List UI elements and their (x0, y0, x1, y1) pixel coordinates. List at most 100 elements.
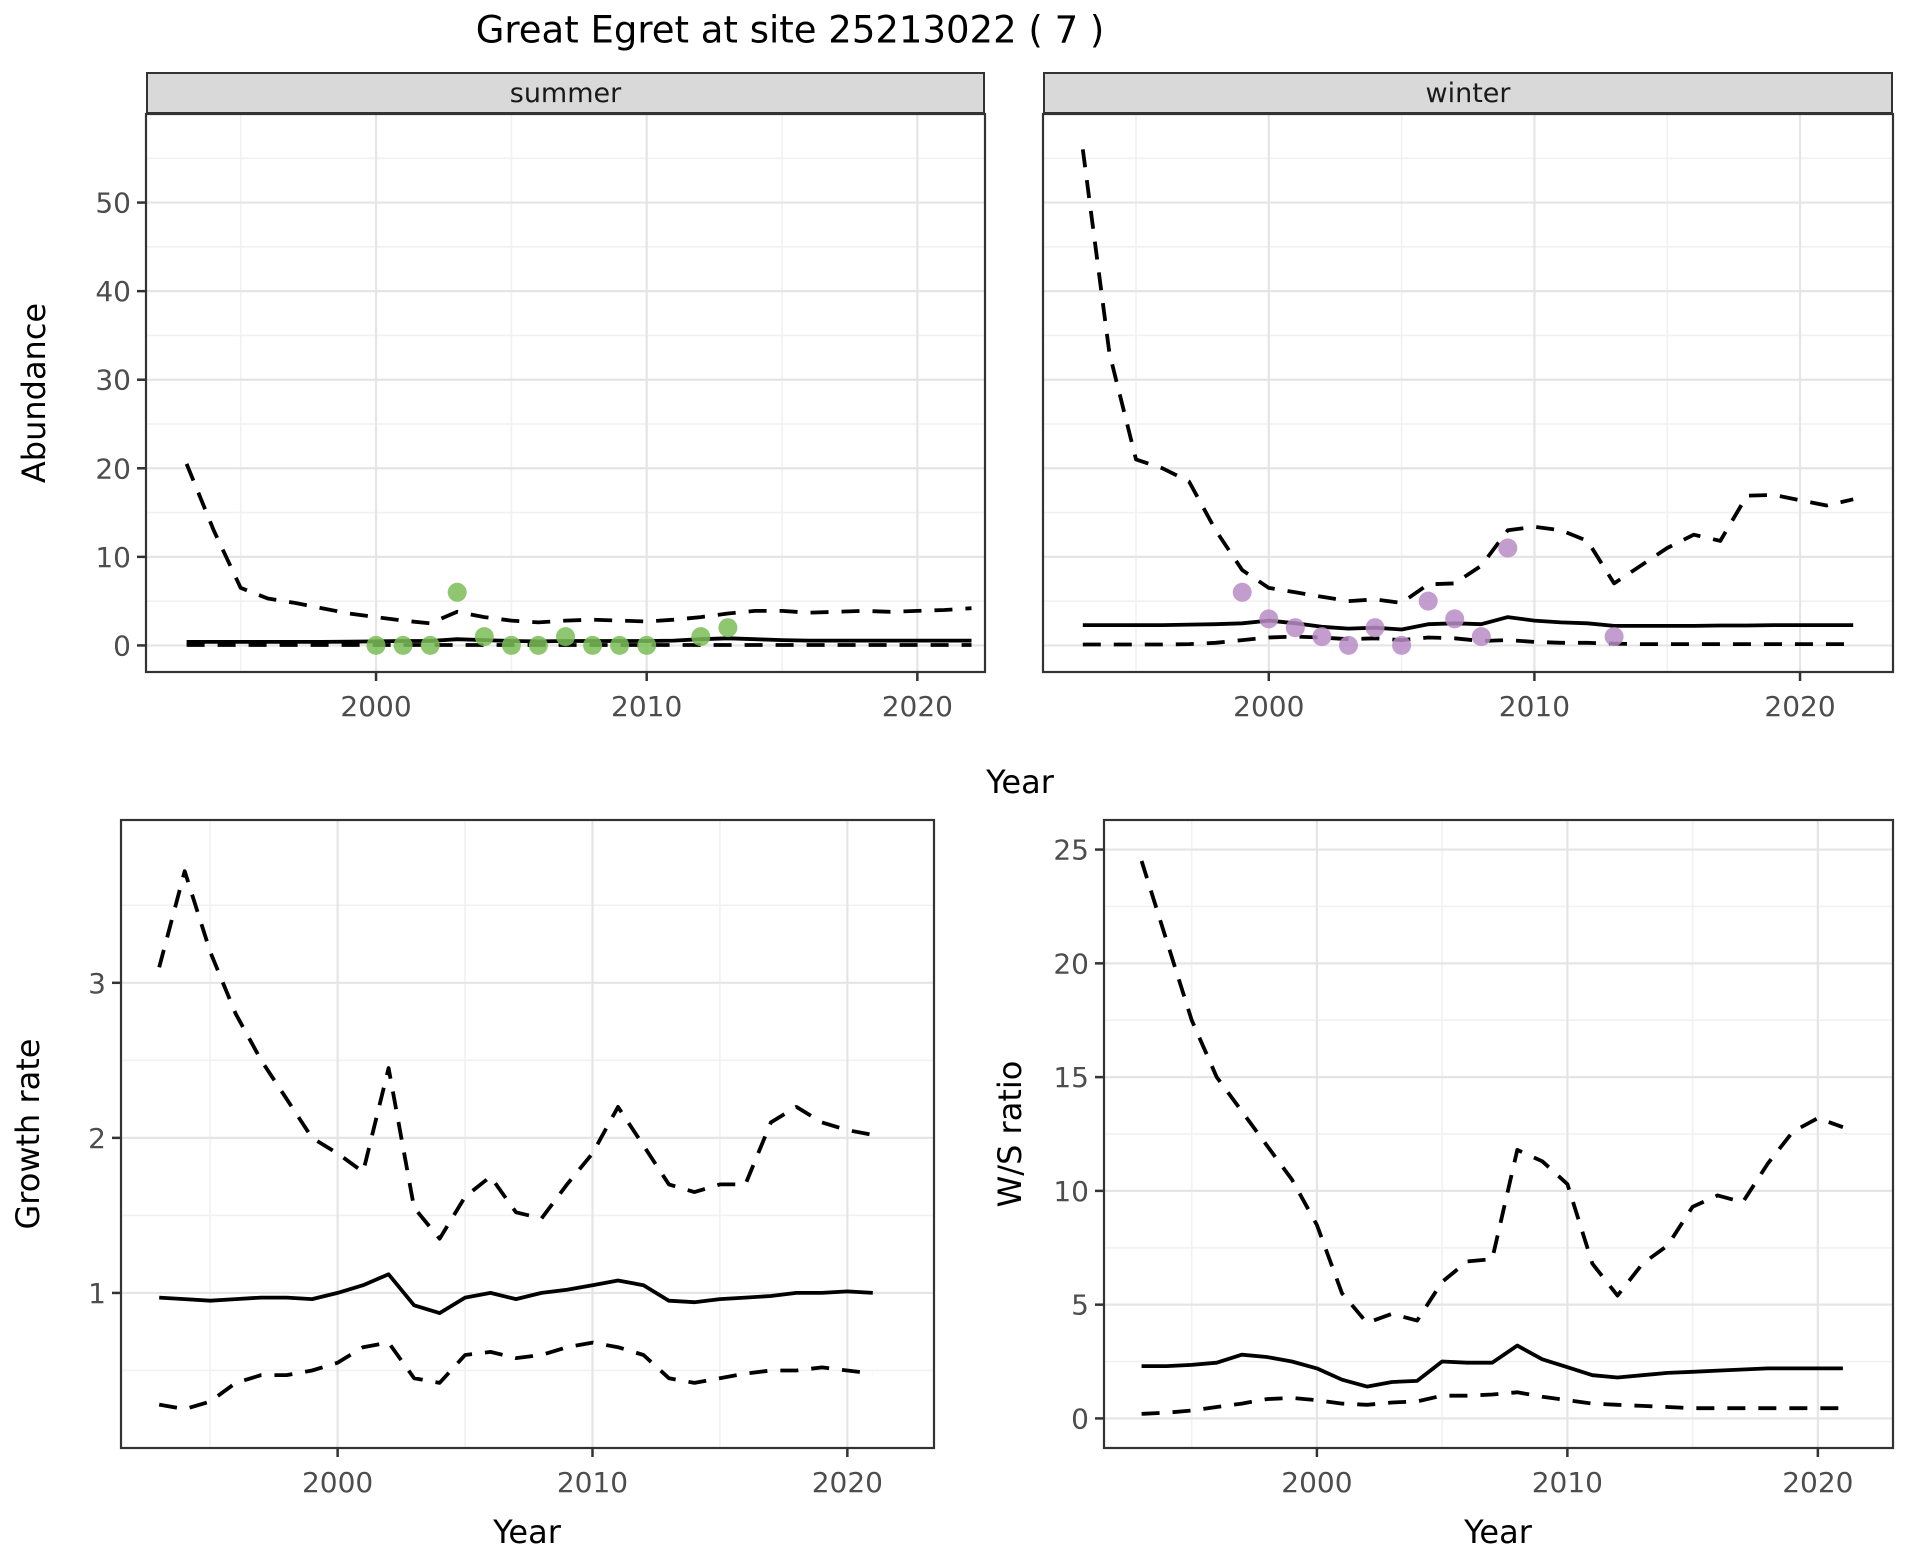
y-tick-label: 2 (88, 1122, 106, 1155)
panel-border (1102, 818, 1895, 1450)
data-point (610, 635, 630, 655)
data-point (1392, 635, 1412, 655)
data-point (1471, 627, 1491, 647)
x-axis-title-year-bottom-right: Year (1464, 1513, 1532, 1551)
panel-abundance-summer: 2000 2010 2020 0 10 20 30 40 50 (95, 112, 987, 723)
line-upper_95ci (1080, 149, 1854, 605)
panel-ws-ratio: 2000 2010 2020 0 5 10 15 20 25 (1053, 818, 1895, 1499)
y-tick-label: 20 (95, 452, 131, 485)
y-tick-label: 0 (1071, 1402, 1089, 1435)
line-lower_95ci (1082, 634, 1854, 647)
y-tick-label: 5 (1071, 1289, 1089, 1322)
panel-background (1043, 114, 1893, 672)
line-upper_95ci (157, 869, 874, 1241)
data-point (691, 627, 711, 647)
series-ws-ratio (1139, 860, 1844, 1416)
data-point (1312, 627, 1332, 647)
y-axis-title-growth-rate: Growth rate (9, 1038, 47, 1230)
line-lower_95ci (1141, 1390, 1843, 1416)
panel-abundance-winter: 2000 2010 2020 (1041, 112, 1895, 723)
series-abundance-summer (184, 463, 972, 647)
x-tick-label: 2010 (611, 690, 682, 723)
facet-strip-winter-label: winter (1425, 77, 1511, 109)
x-tick-label: 2000 (1233, 690, 1304, 723)
x-tick-label: 2000 (340, 690, 411, 723)
gridlines (1104, 820, 1893, 1448)
points-observed-counts-summer (366, 582, 738, 655)
series-growth-rate (157, 869, 874, 1412)
x-tick-label: 2010 (1499, 690, 1570, 723)
panel-background (146, 114, 985, 672)
x-tick-label: 2000 (302, 1466, 373, 1499)
panel-background (121, 820, 934, 1448)
data-point (583, 635, 603, 655)
series-abundance-winter (1080, 149, 1854, 647)
line-lower_95ci (158, 1340, 874, 1412)
data-point (528, 635, 548, 655)
x-tick-label: 2000 (1281, 1466, 1352, 1499)
x-tick-label: 2010 (1532, 1466, 1603, 1499)
y-tick-label: 30 (95, 364, 131, 397)
data-point (637, 635, 657, 655)
y-tick-label: 20 (1053, 947, 1089, 980)
y-axis-title-abundance: Abundance (15, 302, 53, 484)
axis-ws-ratio: 2000 2010 2020 0 5 10 15 20 25 (1053, 834, 1853, 1499)
line-upper_95ci (1139, 860, 1844, 1325)
data-point (1365, 618, 1385, 638)
x-tick-label: 2010 (557, 1466, 628, 1499)
axis-abundance-summer: 2000 2010 2020 0 10 20 30 40 50 (95, 187, 953, 723)
data-point (718, 618, 738, 638)
x-tick-label: 2020 (1764, 690, 1835, 723)
gridlines (1043, 114, 1893, 672)
y-tick-label: 15 (1053, 1061, 1089, 1094)
x-tick-label: 2020 (1782, 1466, 1853, 1499)
y-tick-label: 1 (88, 1277, 106, 1310)
panel-border (144, 112, 987, 674)
data-point (556, 627, 575, 647)
x-tick-label: 2020 (812, 1466, 883, 1499)
y-tick-label: 3 (88, 967, 106, 1000)
x-axis-title-year-bottom-left: Year (493, 1513, 561, 1551)
data-point (447, 582, 467, 602)
panel-growth-rate: 2000 2010 2020 1 2 3 (88, 818, 936, 1499)
y-tick-label: 10 (1053, 1175, 1089, 1208)
axis-growth-rate: 2000 2010 2020 1 2 3 (88, 967, 883, 1499)
y-tick-label: 0 (113, 629, 131, 662)
data-point (1232, 582, 1252, 602)
data-point (366, 635, 386, 655)
facet-strip-summer: summer (146, 72, 985, 114)
data-point (1259, 609, 1279, 629)
line-upper_95ci (184, 463, 972, 626)
line-median (1141, 1343, 1843, 1389)
x-tick-label: 2020 (882, 690, 953, 723)
points-observed-counts-winter (1232, 538, 1624, 655)
data-point (1339, 635, 1358, 655)
plot-title: Great Egret at site 25213022 ( 7 ) (475, 8, 1105, 52)
line-median (1082, 615, 1854, 632)
gridlines (121, 820, 934, 1448)
x-axis-title-year-top: Year (986, 763, 1054, 801)
data-point (393, 635, 413, 655)
data-point (474, 627, 494, 647)
y-tick-label: 50 (95, 187, 131, 220)
y-tick-label: 40 (95, 275, 131, 308)
panel-border (119, 818, 936, 1450)
data-point (1498, 538, 1518, 558)
data-point (1285, 618, 1305, 638)
y-tick-label: 10 (95, 541, 131, 574)
line-median (159, 1272, 873, 1315)
panel-border (1041, 112, 1895, 674)
facet-strip-summer-label: summer (509, 77, 622, 109)
y-axis-title-ws-ratio: W/S ratio (991, 1060, 1029, 1208)
data-point (501, 635, 521, 655)
data-point (1445, 609, 1465, 629)
data-point (420, 635, 440, 655)
data-point (1418, 591, 1438, 611)
data-point (1604, 627, 1624, 647)
y-tick-label: 25 (1053, 834, 1089, 867)
facet-strip-winter: winter (1043, 72, 1893, 114)
axis-abundance-winter: 2000 2010 2020 (1233, 672, 1836, 723)
line-median (186, 636, 972, 644)
